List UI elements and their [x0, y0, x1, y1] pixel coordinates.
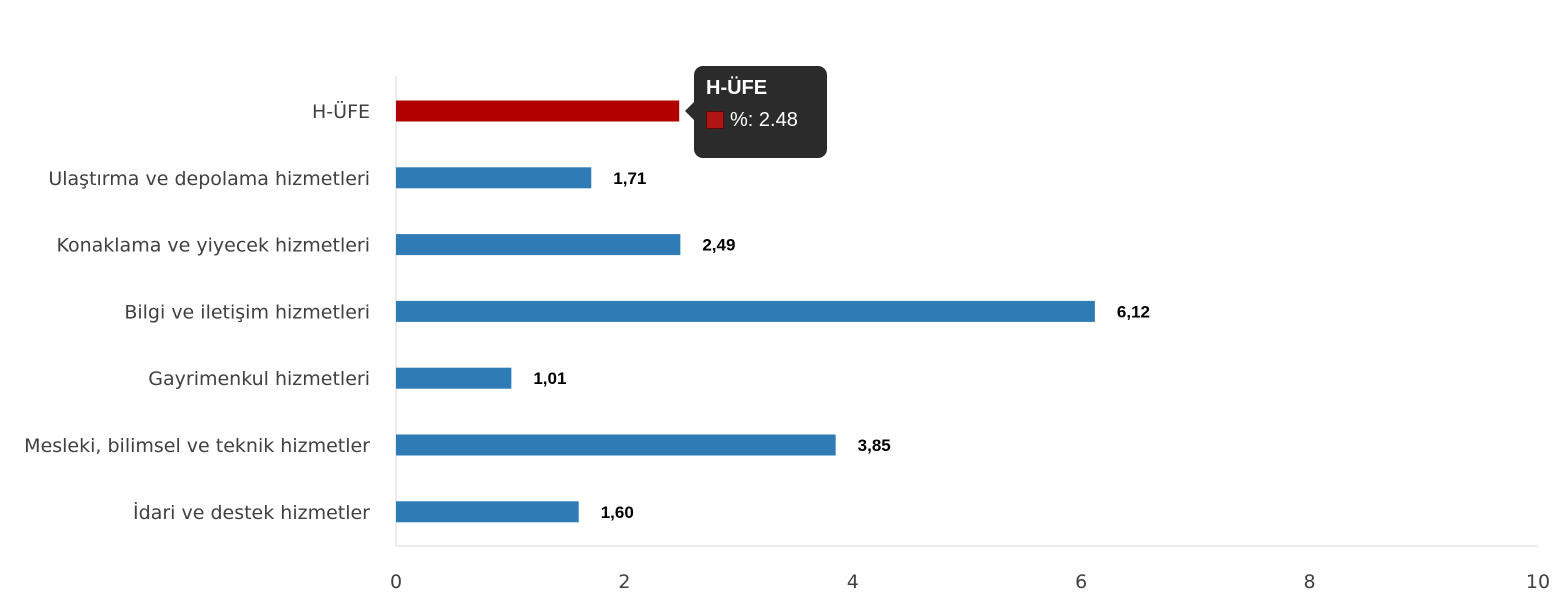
data-label: 1,01 — [533, 369, 566, 388]
x-tick-label: 6 — [1075, 571, 1087, 593]
category-label: Ulaştırma ve depolama hizmetleri — [48, 168, 370, 190]
bar — [396, 434, 836, 456]
category-label: Gayrimenkul hizmetleri — [148, 368, 370, 390]
data-label: 6,12 — [1117, 302, 1150, 321]
x-tick-label: 4 — [847, 571, 859, 593]
category-label: Bilgi ve iletişim hizmetleri — [124, 301, 370, 323]
tooltip: H-ÜFE %: 2.48 — [685, 66, 827, 158]
bar — [396, 167, 592, 189]
data-label: 2,49 — [702, 236, 735, 255]
data-label: 1,71 — [613, 169, 646, 188]
x-tick-label: 2 — [618, 571, 630, 593]
x-tick-label: 0 — [390, 571, 402, 593]
bar — [396, 100, 680, 122]
bar — [396, 300, 1095, 322]
category-label: İdari ve destek hizmetler — [133, 501, 370, 524]
bar — [396, 367, 512, 389]
data-label: 3,85 — [858, 436, 891, 455]
data-label: 1,60 — [601, 503, 634, 522]
tooltip-row: %: 2.48 — [706, 108, 815, 132]
tooltip-swatch — [706, 111, 724, 129]
category-label: Mesleki, bilimsel ve teknik hizmetler — [24, 435, 370, 457]
tooltip-text: %: 2.48 — [730, 109, 798, 131]
category-label: H-ÜFE — [312, 100, 370, 123]
x-tick-label: 10 — [1526, 571, 1550, 593]
tooltip-title: H-ÜFE — [706, 77, 768, 99]
bar — [396, 501, 579, 523]
x-tick-label: 8 — [1304, 571, 1316, 593]
bar — [396, 234, 681, 256]
category-label: Konaklama ve yiyecek hizmetleri — [56, 235, 370, 257]
